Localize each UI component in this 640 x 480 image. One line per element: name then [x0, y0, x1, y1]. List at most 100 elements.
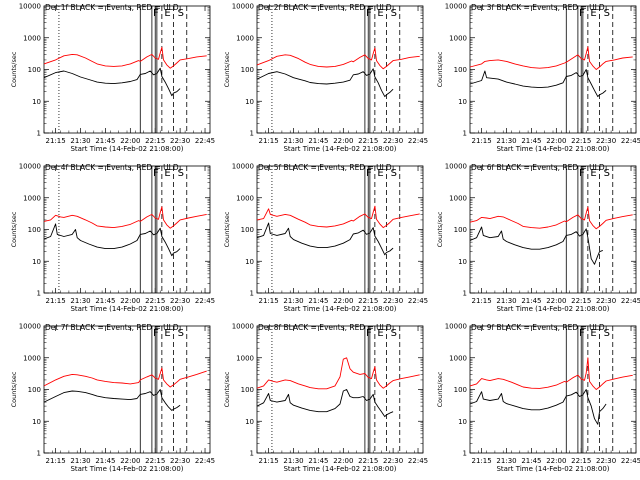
x-tick-label: 21:45 — [308, 297, 328, 305]
x-axis-label: Start Time (14-Feb-02 21:08:00) — [70, 465, 183, 473]
events-series-line — [256, 68, 394, 98]
uld-series-line — [43, 46, 207, 69]
y-tick-label: 10000 — [19, 323, 41, 331]
x-tick-label: 21:15 — [472, 137, 492, 145]
y-tick-label: 1000 — [449, 194, 467, 202]
chart-title: Det 1f BLACK = Events, RED = ULD — [45, 3, 179, 12]
phase-marker-s: S — [604, 8, 610, 19]
x-tick-label: 21:45 — [95, 457, 115, 465]
y-tick-label: 100 — [241, 226, 254, 234]
phase-marker-f: F — [153, 168, 159, 179]
y-axis-label: Counts/sec — [10, 371, 18, 407]
phase-marker-e: E — [590, 328, 596, 339]
uld-series-line — [256, 47, 420, 70]
y-tick-label: 10000 — [19, 3, 41, 11]
chart-title: Det 7f BLACK = Events, RED = ULD — [45, 323, 179, 332]
x-tick-label: 22:15 — [145, 297, 165, 305]
x-tick-label: 22:30 — [170, 457, 190, 465]
uld-series-line — [43, 206, 207, 229]
uld-series-line — [469, 46, 633, 70]
x-tick-label: 22:00 — [546, 137, 566, 145]
phase-marker-s: S — [391, 8, 397, 19]
x-tick-label: 22:00 — [120, 137, 140, 145]
y-tick-label: 100 — [28, 226, 41, 234]
y-tick-label: 1000 — [23, 194, 41, 202]
x-tick-label: 22:45 — [195, 137, 215, 145]
x-tick-label: 22:45 — [621, 297, 640, 305]
y-tick-label: 1 — [250, 450, 254, 458]
x-tick-label: 21:30 — [283, 457, 303, 465]
x-tick-label: 21:45 — [521, 457, 541, 465]
events-series-line — [256, 222, 394, 256]
x-tick-label: 22:15 — [145, 137, 165, 145]
y-tick-label: 1000 — [236, 34, 254, 42]
x-tick-label: 21:30 — [70, 297, 90, 305]
x-axis-label: Start Time (14-Feb-02 21:08:00) — [70, 305, 183, 313]
y-tick-label: 1000 — [236, 354, 254, 362]
events-series-line — [469, 69, 607, 98]
x-tick-label: 21:15 — [472, 457, 492, 465]
uld-series-line — [256, 357, 420, 390]
x-tick-label: 22:45 — [621, 137, 640, 145]
x-tick-label: 22:45 — [621, 457, 640, 465]
phase-marker-e: E — [164, 168, 170, 179]
phase-marker-e: E — [590, 168, 596, 179]
x-tick-label: 22:45 — [195, 297, 215, 305]
y-tick-label: 100 — [454, 386, 467, 394]
x-tick-label: 21:15 — [259, 297, 279, 305]
phase-marker-f: F — [366, 8, 372, 19]
plot-frame — [469, 5, 637, 134]
events-series-line — [43, 67, 181, 97]
chart-title: Det 3f BLACK = Events, RED = ULD — [471, 3, 605, 12]
x-tick-label: 22:30 — [596, 137, 616, 145]
chart-title: Det 9f BLACK = Events, RED = ULD — [471, 323, 605, 332]
x-axis-label: Start Time (14-Feb-02 21:08:00) — [70, 145, 183, 153]
phase-marker-s: S — [178, 8, 184, 19]
x-tick-label: 21:30 — [283, 297, 303, 305]
x-tick-label: 22:15 — [571, 457, 591, 465]
uld-series-line — [469, 357, 633, 390]
x-tick-label: 22:30 — [383, 297, 403, 305]
y-axis-label: Counts/sec — [223, 51, 231, 87]
phase-marker-e: E — [377, 8, 383, 19]
x-tick-label: 21:15 — [46, 297, 66, 305]
x-tick-label: 21:45 — [95, 297, 115, 305]
y-tick-label: 1 — [463, 450, 467, 458]
x-tick-label: 22:00 — [120, 457, 140, 465]
phase-marker-s: S — [178, 328, 184, 339]
x-tick-label: 22:45 — [408, 137, 428, 145]
chart-title: Det 8f BLACK = Events, RED = ULD — [258, 323, 392, 332]
phase-marker-f: F — [366, 328, 372, 339]
plot-frame — [469, 325, 637, 454]
y-tick-label: 1 — [250, 290, 254, 298]
phase-marker-s: S — [604, 328, 610, 339]
x-tick-label: 22:15 — [358, 297, 378, 305]
phase-marker-e: E — [590, 8, 596, 19]
plot-frame — [43, 5, 211, 134]
plot-frame — [256, 325, 424, 454]
x-axis-label: Start Time (14-Feb-02 21:08:00) — [283, 465, 396, 473]
phase-marker-f: F — [366, 168, 372, 179]
y-tick-label: 10 — [32, 258, 41, 266]
phase-marker-e: E — [164, 328, 170, 339]
uld-series-line — [256, 205, 420, 229]
events-series-line — [469, 226, 603, 265]
y-axis-label: Counts/sec — [10, 211, 18, 247]
chart-title: Det 2f BLACK = Events, RED = ULD — [258, 3, 392, 12]
events-series-line — [43, 223, 181, 257]
x-tick-label: 21:30 — [70, 137, 90, 145]
y-axis-label: Counts/sec — [436, 211, 444, 247]
chart-panel-9: Det 9f BLACK = Events, RED = ULD 1 10 100 10… — [436, 323, 640, 474]
y-tick-label: 1 — [37, 290, 41, 298]
plot-frame — [256, 5, 424, 134]
x-tick-label: 21:15 — [259, 457, 279, 465]
x-tick-label: 22:30 — [596, 297, 616, 305]
plot-frame — [43, 165, 211, 294]
x-tick-label: 21:15 — [46, 137, 66, 145]
y-tick-label: 10 — [458, 258, 467, 266]
events-series-line — [43, 389, 181, 411]
x-tick-label: 21:15 — [259, 137, 279, 145]
phase-marker-e: E — [164, 8, 170, 19]
x-tick-label: 22:45 — [408, 457, 428, 465]
